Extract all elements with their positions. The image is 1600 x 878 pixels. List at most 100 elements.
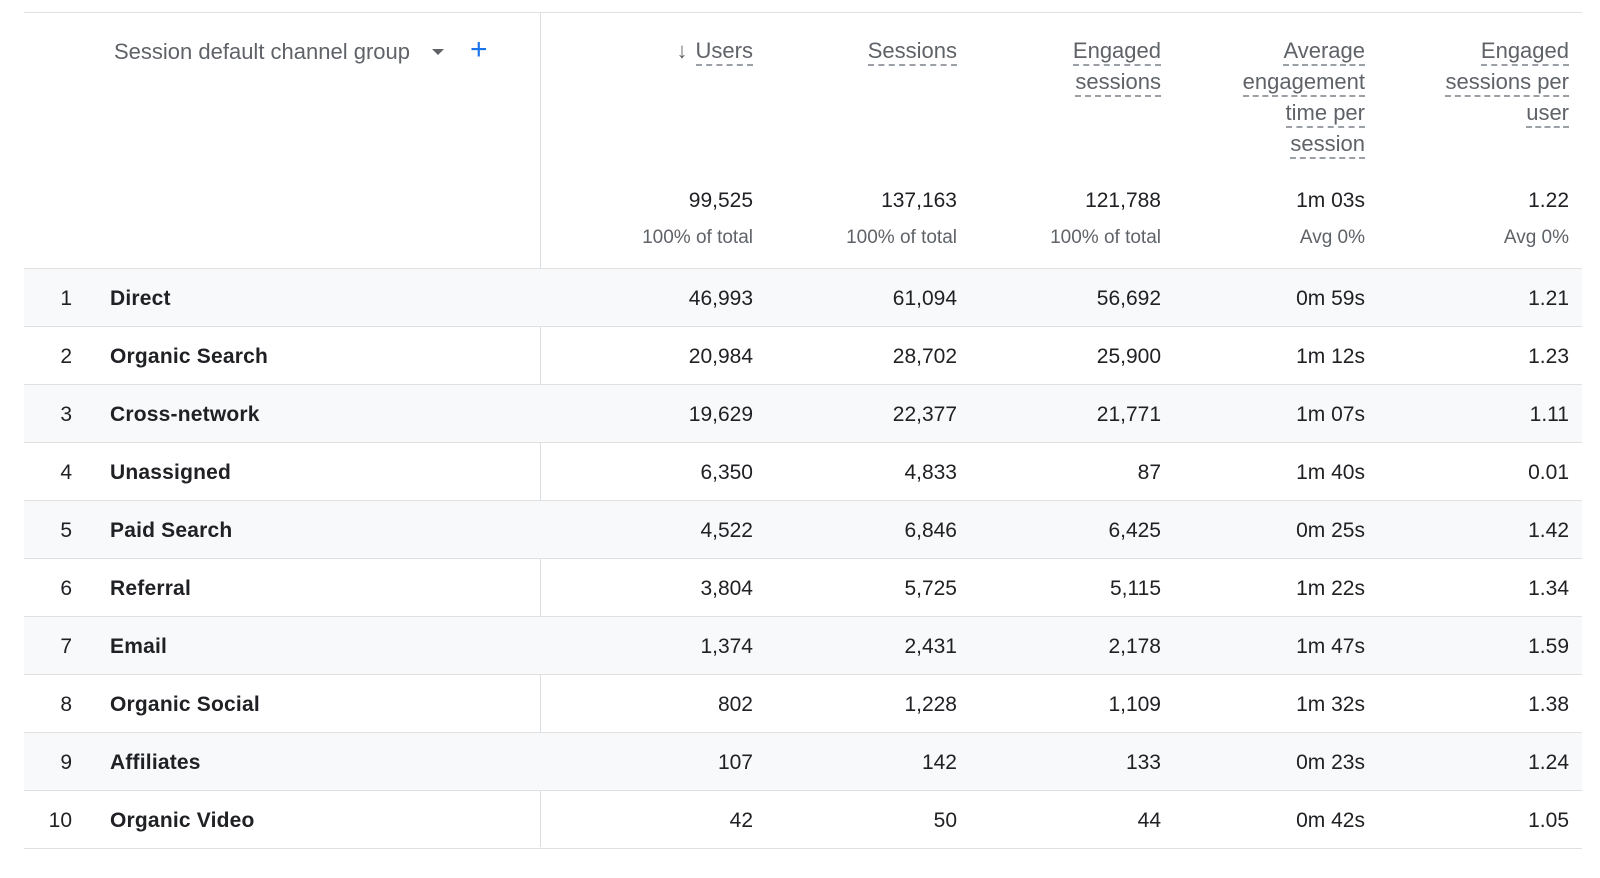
column-header-avg-engagement-time[interactable]: Average engagement time per session bbox=[1185, 35, 1365, 159]
cell-users: 802 bbox=[717, 693, 753, 716]
engaged-sessions-header-line: Engaged bbox=[1072, 38, 1161, 66]
total-engaged-sessions-per-user: 1.22 bbox=[1528, 189, 1569, 212]
channel-name: Affiliates bbox=[110, 751, 201, 774]
cell-engaged-sessions: 6,425 bbox=[1108, 519, 1161, 542]
total-sessions: 137,163 bbox=[881, 189, 957, 212]
cell-engaged-sessions: 25,900 bbox=[1096, 345, 1161, 368]
column-header-sessions[interactable]: Sessions bbox=[777, 35, 957, 66]
cell-engaged-sessions: 44 bbox=[1137, 809, 1161, 832]
table-row[interactable]: 1 Direct 46,993 61,094 56,692 0m 59s 1.2… bbox=[24, 269, 1582, 327]
table-row[interactable]: 9 Affiliates 107 142 133 0m 23s 1.24 bbox=[24, 733, 1582, 791]
column-header-engaged-sessions-per-user[interactable]: Engaged sessions per user bbox=[1389, 35, 1569, 128]
cell-users: 20,984 bbox=[688, 345, 753, 368]
cell-avg-engagement-time: 0m 23s bbox=[1296, 751, 1365, 774]
avg-engagement-header-line: time per bbox=[1285, 100, 1365, 128]
cell-users: 46,993 bbox=[688, 287, 753, 310]
row-index: 8 bbox=[60, 693, 72, 716]
column-header-engaged-sessions[interactable]: Engaged sessions bbox=[981, 35, 1161, 97]
cell-engaged-sessions-per-user: 0.01 bbox=[1528, 461, 1569, 484]
channel-name: Unassigned bbox=[110, 461, 232, 484]
total-engaged-sessions-sub: 100% of total bbox=[1050, 227, 1161, 248]
channel-name: Referral bbox=[110, 577, 191, 600]
avg-engagement-header-line: engagement bbox=[1242, 69, 1365, 97]
channel-name: Direct bbox=[110, 287, 171, 310]
avg-engagement-header-line: Average bbox=[1283, 38, 1365, 66]
cell-sessions: 5,725 bbox=[904, 577, 957, 600]
cell-engaged-sessions: 56,692 bbox=[1096, 287, 1161, 310]
cell-sessions: 22,377 bbox=[892, 403, 957, 426]
cell-users: 42 bbox=[729, 809, 753, 832]
table-row[interactable]: 6 Referral 3,804 5,725 5,115 1m 22s 1.34 bbox=[24, 559, 1582, 617]
cell-sessions: 61,094 bbox=[892, 287, 957, 310]
total-avg-engagement-time-sub: Avg 0% bbox=[1299, 227, 1365, 248]
row-index: 6 bbox=[60, 577, 72, 600]
cell-sessions: 4,833 bbox=[904, 461, 957, 484]
column-header-users[interactable]: ↓ Users bbox=[573, 35, 753, 66]
cell-engaged-sessions-per-user: 1.24 bbox=[1528, 751, 1569, 774]
cell-engaged-sessions: 2,178 bbox=[1108, 635, 1161, 658]
cell-engaged-sessions-per-user: 1.05 bbox=[1528, 809, 1569, 832]
engaged-sessions-header-line: sessions bbox=[1075, 69, 1161, 97]
arrow-down-icon[interactable]: ↓ bbox=[676, 38, 688, 63]
cell-avg-engagement-time: 0m 42s bbox=[1296, 809, 1365, 832]
cell-users: 3,804 bbox=[700, 577, 753, 600]
cell-sessions: 1,228 bbox=[904, 693, 957, 716]
cell-users: 6,350 bbox=[700, 461, 753, 484]
cell-engaged-sessions-per-user: 1.11 bbox=[1529, 403, 1569, 426]
cell-avg-engagement-time: 1m 12s bbox=[1296, 345, 1365, 368]
cell-avg-engagement-time: 0m 59s bbox=[1296, 287, 1365, 310]
channel-name: Organic Video bbox=[110, 809, 255, 832]
cell-avg-engagement-time: 1m 32s bbox=[1296, 693, 1365, 716]
cell-users: 107 bbox=[717, 751, 753, 774]
channel-name: Organic Social bbox=[110, 693, 260, 716]
table-row[interactable]: 7 Email 1,374 2,431 2,178 1m 47s 1.59 bbox=[24, 617, 1582, 675]
cell-engaged-sessions: 87 bbox=[1137, 461, 1161, 484]
avg-engagement-header-line: session bbox=[1290, 131, 1365, 159]
cell-engaged-sessions: 1,109 bbox=[1108, 693, 1161, 716]
table-row[interactable]: 5 Paid Search 4,522 6,846 6,425 0m 25s 1… bbox=[24, 501, 1582, 559]
plus-icon[interactable]: + bbox=[470, 33, 488, 66]
cell-engaged-sessions-per-user: 1.34 bbox=[1528, 577, 1569, 600]
table-row[interactable]: 3 Cross-network 19,629 22,377 21,771 1m … bbox=[24, 385, 1582, 443]
cell-users: 19,629 bbox=[688, 403, 753, 426]
row-index: 9 bbox=[60, 751, 72, 774]
table-row[interactable]: 4 Unassigned 6,350 4,833 87 1m 40s 0.01 bbox=[24, 443, 1582, 501]
channel-name: Organic Search bbox=[110, 345, 269, 368]
row-index: 10 bbox=[48, 809, 72, 832]
users-header-label: Users bbox=[695, 38, 753, 66]
cell-avg-engagement-time: 1m 07s bbox=[1296, 403, 1365, 426]
cell-sessions: 50 bbox=[933, 809, 957, 832]
cell-engaged-sessions: 5,115 bbox=[1110, 577, 1161, 600]
table-row[interactable]: 8 Organic Social 802 1,228 1,109 1m 32s … bbox=[24, 675, 1582, 733]
dimension-label: Session default channel group bbox=[114, 39, 410, 64]
dimension-selector[interactable]: Session default channel group bbox=[114, 39, 444, 65]
table-row[interactable]: 10 Organic Video 42 50 44 0m 42s 1.05 bbox=[24, 791, 1582, 849]
table-row[interactable]: 2 Organic Search 20,984 28,702 25,900 1m… bbox=[24, 327, 1582, 385]
cell-engaged-sessions: 21,771 bbox=[1096, 403, 1161, 426]
row-index: 5 bbox=[60, 519, 72, 542]
cell-sessions: 6,846 bbox=[904, 519, 957, 542]
cell-sessions: 28,702 bbox=[892, 345, 957, 368]
row-index: 2 bbox=[60, 345, 72, 368]
cell-sessions: 2,431 bbox=[904, 635, 957, 658]
dropdown-caret-icon[interactable] bbox=[432, 49, 444, 55]
row-index: 1 bbox=[60, 287, 72, 310]
channel-name: Cross-network bbox=[110, 403, 260, 426]
row-index: 4 bbox=[60, 461, 72, 484]
channel-name: Email bbox=[110, 635, 168, 658]
esu-header-line: user bbox=[1526, 100, 1569, 128]
cell-engaged-sessions-per-user: 1.42 bbox=[1528, 519, 1569, 542]
cell-avg-engagement-time: 1m 22s bbox=[1296, 577, 1365, 600]
total-sessions-sub: 100% of total bbox=[846, 227, 957, 248]
cell-avg-engagement-time: 1m 40s bbox=[1296, 461, 1365, 484]
cell-users: 4,522 bbox=[700, 519, 753, 542]
esu-header-line: sessions per bbox=[1445, 69, 1569, 97]
cell-sessions: 142 bbox=[921, 751, 957, 774]
total-users: 99,525 bbox=[688, 189, 753, 212]
cell-users: 1,374 bbox=[700, 635, 753, 658]
total-avg-engagement-time: 1m 03s bbox=[1296, 189, 1365, 212]
cell-avg-engagement-time: 1m 47s bbox=[1296, 635, 1365, 658]
total-engaged-sessions: 121,788 bbox=[1085, 189, 1161, 212]
table-header: Session default channel group + ↓ Users S… bbox=[24, 13, 1582, 269]
total-users-sub: 100% of total bbox=[642, 227, 753, 248]
